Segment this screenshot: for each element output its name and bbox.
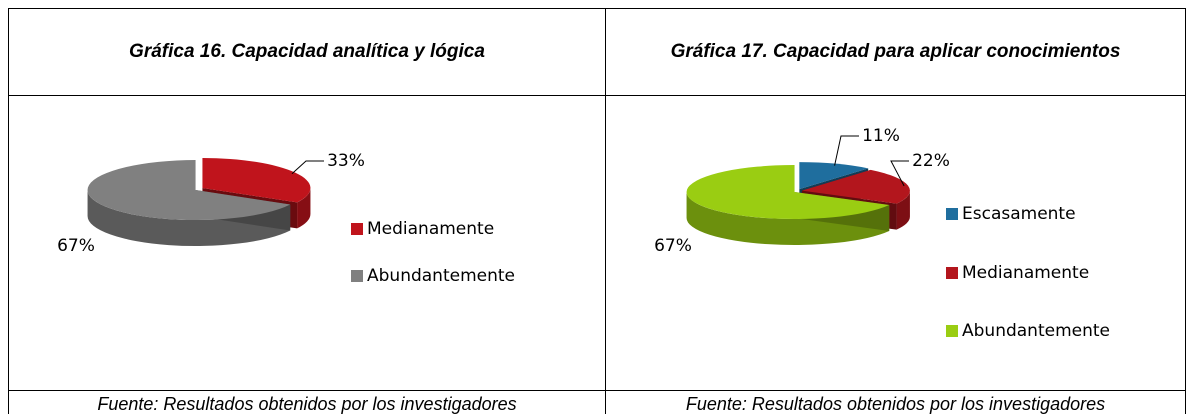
data-label: 11%: [862, 126, 900, 146]
slice-side: [686, 192, 890, 246]
slice-top: [87, 160, 291, 221]
legend-label: Escasamente: [962, 204, 1076, 224]
slice-top: [686, 165, 890, 220]
chart-title: Gráfica 16. Capacidad analítica y lógica: [8, 8, 606, 96]
chart-cell: 33% Medianamente 67% Abundantemente: [8, 95, 606, 391]
legend-label: Abundantemente: [367, 266, 515, 286]
legend-label: Abundantemente: [962, 321, 1110, 341]
leader-line: [834, 135, 859, 166]
pie-slice: [87, 160, 291, 247]
slice-top: [801, 169, 910, 204]
data-label: 67%: [57, 236, 95, 256]
slice-top: [202, 157, 311, 203]
legend-swatch: [351, 270, 363, 282]
slice-side: [87, 190, 291, 247]
legend-swatch: [946, 267, 958, 279]
pie-slice: [686, 165, 890, 246]
slice-side: [896, 190, 910, 230]
chart: 11% Escasamente 22% Medianamente 67% Abundant…: [654, 126, 1110, 341]
data-label: 67%: [654, 236, 692, 256]
chart-cell: 11% Escasamente 22% Medianamente 67% Abundant…: [605, 95, 1186, 391]
leader-line: [890, 160, 909, 187]
source-note: Fuente: Resultados obtenidos por los inv…: [605, 390, 1186, 414]
legend-swatch: [946, 325, 958, 337]
legend-swatch: [946, 208, 958, 220]
legend-label: Medianamente: [367, 219, 494, 239]
source-note: Fuente: Resultados obtenidos por los inv…: [8, 390, 606, 414]
data-label: 22%: [912, 151, 950, 171]
legend-label: Medianamente: [962, 263, 1089, 283]
data-label: 33%: [327, 151, 365, 171]
slice-side: [297, 187, 311, 229]
chart-title: Gráfica 17. Capacidad para aplicar conoc…: [605, 8, 1186, 96]
slice-top: [799, 162, 869, 190]
leader-line: [291, 160, 324, 175]
legend-swatch: [351, 223, 363, 235]
chart: 33% Medianamente 67% Abundantemente: [57, 151, 515, 286]
